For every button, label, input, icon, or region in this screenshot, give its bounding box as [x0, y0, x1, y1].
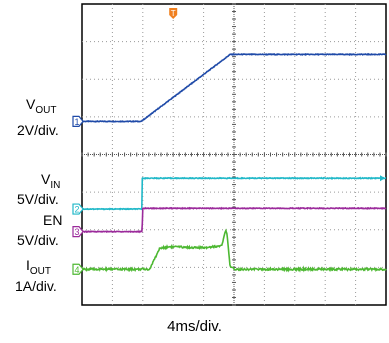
channel-marker-vout-icon: [72, 115, 84, 127]
channel-marker-vin-icon: [72, 203, 84, 215]
iout-label-sub: OUT: [29, 266, 51, 277]
iout-scale: 1A/div.: [15, 278, 57, 294]
iout-label-main: I: [26, 257, 30, 273]
vout-label-main: V: [26, 96, 36, 112]
trigger-marker-icon: [169, 8, 178, 19]
vout-label-sub: OUT: [35, 105, 57, 116]
channel-number-vout: 1: [74, 117, 79, 127]
trigger-marker-label: T: [171, 9, 176, 18]
vout-label: VOUT: [26, 96, 57, 116]
vin-label-main: V: [41, 171, 51, 187]
en-scale: 5V/div.: [17, 232, 59, 248]
channel-marker-en-icon: [72, 226, 84, 238]
trace-en: [82, 206, 387, 234]
trace-vin: [81, 176, 387, 211]
channel-number-iout: 4: [74, 265, 79, 275]
vin-label-sub: IN: [50, 180, 61, 191]
channel-marker-iout-icon: [72, 263, 84, 275]
trace-iout: [81, 228, 387, 273]
vin-level-arrow-icon: [380, 175, 385, 182]
channel-number-en: 3: [74, 227, 79, 237]
vin-label: VIN: [41, 171, 61, 191]
vin-scale: 5V/div.: [17, 191, 59, 207]
iout-label: IOUT: [26, 257, 51, 277]
timebase-label: 4ms/div.: [167, 318, 222, 335]
trace-vout: [81, 52, 387, 123]
channel-number-vin: 2: [74, 205, 79, 215]
vout-scale: 2V/div.: [17, 122, 59, 138]
en-label: EN: [43, 212, 63, 228]
